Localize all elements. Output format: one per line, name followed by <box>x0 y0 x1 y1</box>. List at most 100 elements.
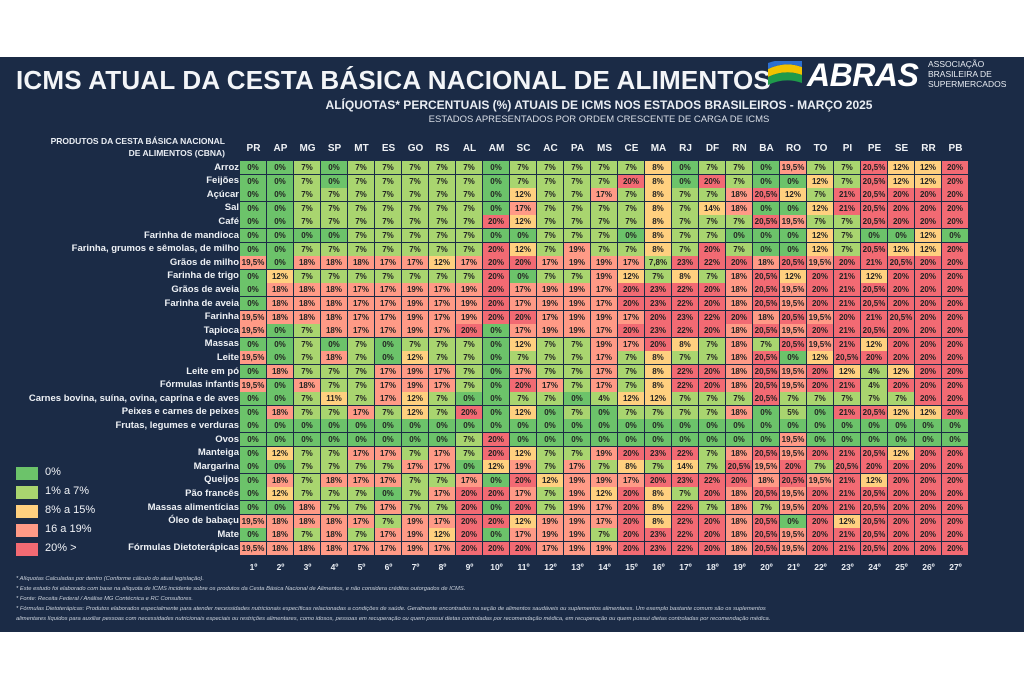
legend-swatch <box>16 486 38 499</box>
heatmap-cell: 7% <box>402 242 428 256</box>
heatmap-cell: 7% <box>402 473 428 487</box>
heatmap-cell: 7% <box>564 188 590 202</box>
heatmap-cell: 7% <box>591 229 617 242</box>
heatmap-cell: 20% <box>888 351 914 365</box>
heatmap-cell: 20% <box>915 392 941 406</box>
heatmap-cell: 18% <box>267 528 293 542</box>
heatmap-cell: 12% <box>510 514 536 528</box>
heatmap-cell: 7% <box>375 161 401 174</box>
heatmap-cell: 8% <box>645 351 671 365</box>
heatmap-cell: 12% <box>618 269 644 283</box>
row-header-title: PRODUTOS DA CESTA BÁSICA NACIONAL DE ALI… <box>37 135 225 159</box>
rank-label: 7º <box>411 562 420 572</box>
heatmap-cell: 20% <box>483 297 509 310</box>
heatmap-cell: 0% <box>618 419 644 433</box>
heatmap-cell: 7% <box>402 201 428 215</box>
heatmap-cell: 21% <box>834 337 860 351</box>
heatmap-cell: 0% <box>321 337 347 351</box>
heatmap-cell: 18% <box>267 297 293 310</box>
heatmap-cell: 7% <box>807 188 833 202</box>
legend-label: 8% a 15% <box>45 504 96 516</box>
footnote: * Alíquotas Calculadas por dentro (Confo… <box>16 576 204 582</box>
heatmap-cell: 7% <box>537 487 563 501</box>
heatmap-cell: 21% <box>834 324 860 338</box>
heatmap-cell: 20% <box>456 528 482 542</box>
heatmap-cell: 0% <box>267 501 293 514</box>
heatmap-cell: 0% <box>267 229 293 242</box>
heatmap-cell: 17% <box>429 283 455 297</box>
heatmap-cell: 18% <box>726 324 752 338</box>
heatmap-cell: 20% <box>942 473 968 487</box>
heatmap-cell: 22% <box>672 365 698 378</box>
heatmap-cell: 20% <box>834 310 860 324</box>
heatmap-cell: 0% <box>888 229 914 242</box>
product-label: Queijos <box>204 474 239 486</box>
heatmap-cell: 18% <box>726 365 752 378</box>
heatmap-cell: 7% <box>294 487 320 501</box>
heatmap-cell: 20% <box>510 501 536 514</box>
heatmap-cell: 7% <box>699 161 725 174</box>
heatmap-cell: 7% <box>294 174 320 188</box>
heatmap-cell: 12% <box>429 528 455 542</box>
heatmap-cell: 17% <box>618 310 644 324</box>
heatmap-cell: 7% <box>348 365 374 378</box>
heatmap-cell: 12% <box>861 337 887 351</box>
heatmap-cell: 20% <box>483 310 509 324</box>
product-label: Carnes bovina, suína, ovina, caprina e d… <box>28 392 239 404</box>
heatmap-cell: 19% <box>456 310 482 324</box>
heatmap-cell: 20,5% <box>753 324 779 338</box>
heatmap-cell: 20% <box>510 256 536 270</box>
heatmap-cell: 20% <box>915 473 941 487</box>
heatmap-cell: 17% <box>375 528 401 542</box>
heatmap-cell: 19% <box>591 269 617 283</box>
heatmap-cell: 20% <box>915 337 941 351</box>
heatmap-cell: 18% <box>321 283 347 297</box>
heatmap-cell: 17% <box>402 460 428 474</box>
heatmap-cell: 0% <box>240 161 266 174</box>
heatmap-cell: 0% <box>483 351 509 365</box>
heatmap-cell: 17% <box>537 256 563 270</box>
heatmap-cell: 19% <box>591 473 617 487</box>
heatmap-cell: 7% <box>294 161 320 174</box>
heatmap-cell: 7% <box>645 405 671 419</box>
state-header-ac: AC <box>543 143 558 154</box>
heatmap-cell: 20,5% <box>861 297 887 310</box>
heatmap-cell: 20% <box>888 378 914 392</box>
heatmap-cell: 0% <box>240 446 266 460</box>
heatmap-cell: 20% <box>942 514 968 528</box>
heatmap-cell: 20,5% <box>753 487 779 501</box>
heatmap-cell: 0% <box>780 201 806 215</box>
heatmap-cell: 7% <box>375 188 401 202</box>
heatmap-cell: 8% <box>645 161 671 174</box>
heatmap-cell: 18% <box>753 473 779 487</box>
state-header-df: DF <box>705 143 720 154</box>
heatmap-cell: 17% <box>456 256 482 270</box>
heatmap-cell: 0% <box>510 419 536 433</box>
heatmap-cell: 7% <box>645 460 671 474</box>
heatmap-cell: 20% <box>807 446 833 460</box>
heatmap-cell: 7% <box>591 174 617 188</box>
heatmap-cell: 7% <box>564 201 590 215</box>
heatmap-cell: 0% <box>267 256 293 270</box>
heatmap-cell: 7% <box>699 460 725 474</box>
heatmap-cell: 0% <box>807 405 833 419</box>
footnote: * Fórmulas Dietoterápicas: Produtos elab… <box>16 606 766 612</box>
heatmap-cell: 12% <box>537 473 563 487</box>
heatmap-cell: 19% <box>537 514 563 528</box>
heatmap-cell: 22% <box>672 501 698 514</box>
state-header-ro: RO <box>786 143 801 154</box>
heatmap-cell: 23% <box>672 310 698 324</box>
heatmap-cell: 0% <box>483 378 509 392</box>
heatmap-cell: 19% <box>537 297 563 310</box>
heatmap-cell: 12% <box>429 256 455 270</box>
heatmap-cell: 0% <box>348 419 374 433</box>
heatmap-cell: 20% <box>942 242 968 256</box>
heatmap-cell: 4% <box>861 378 887 392</box>
heatmap-cell: 17% <box>375 392 401 406</box>
heatmap-cell: 20,5% <box>861 528 887 542</box>
heatmap-cell: 17% <box>429 514 455 528</box>
heatmap-cell: 7% <box>537 269 563 283</box>
heatmap-cell: 21% <box>834 501 860 514</box>
rank-label: 16º <box>652 562 665 572</box>
heatmap-cell: 0% <box>699 419 725 433</box>
